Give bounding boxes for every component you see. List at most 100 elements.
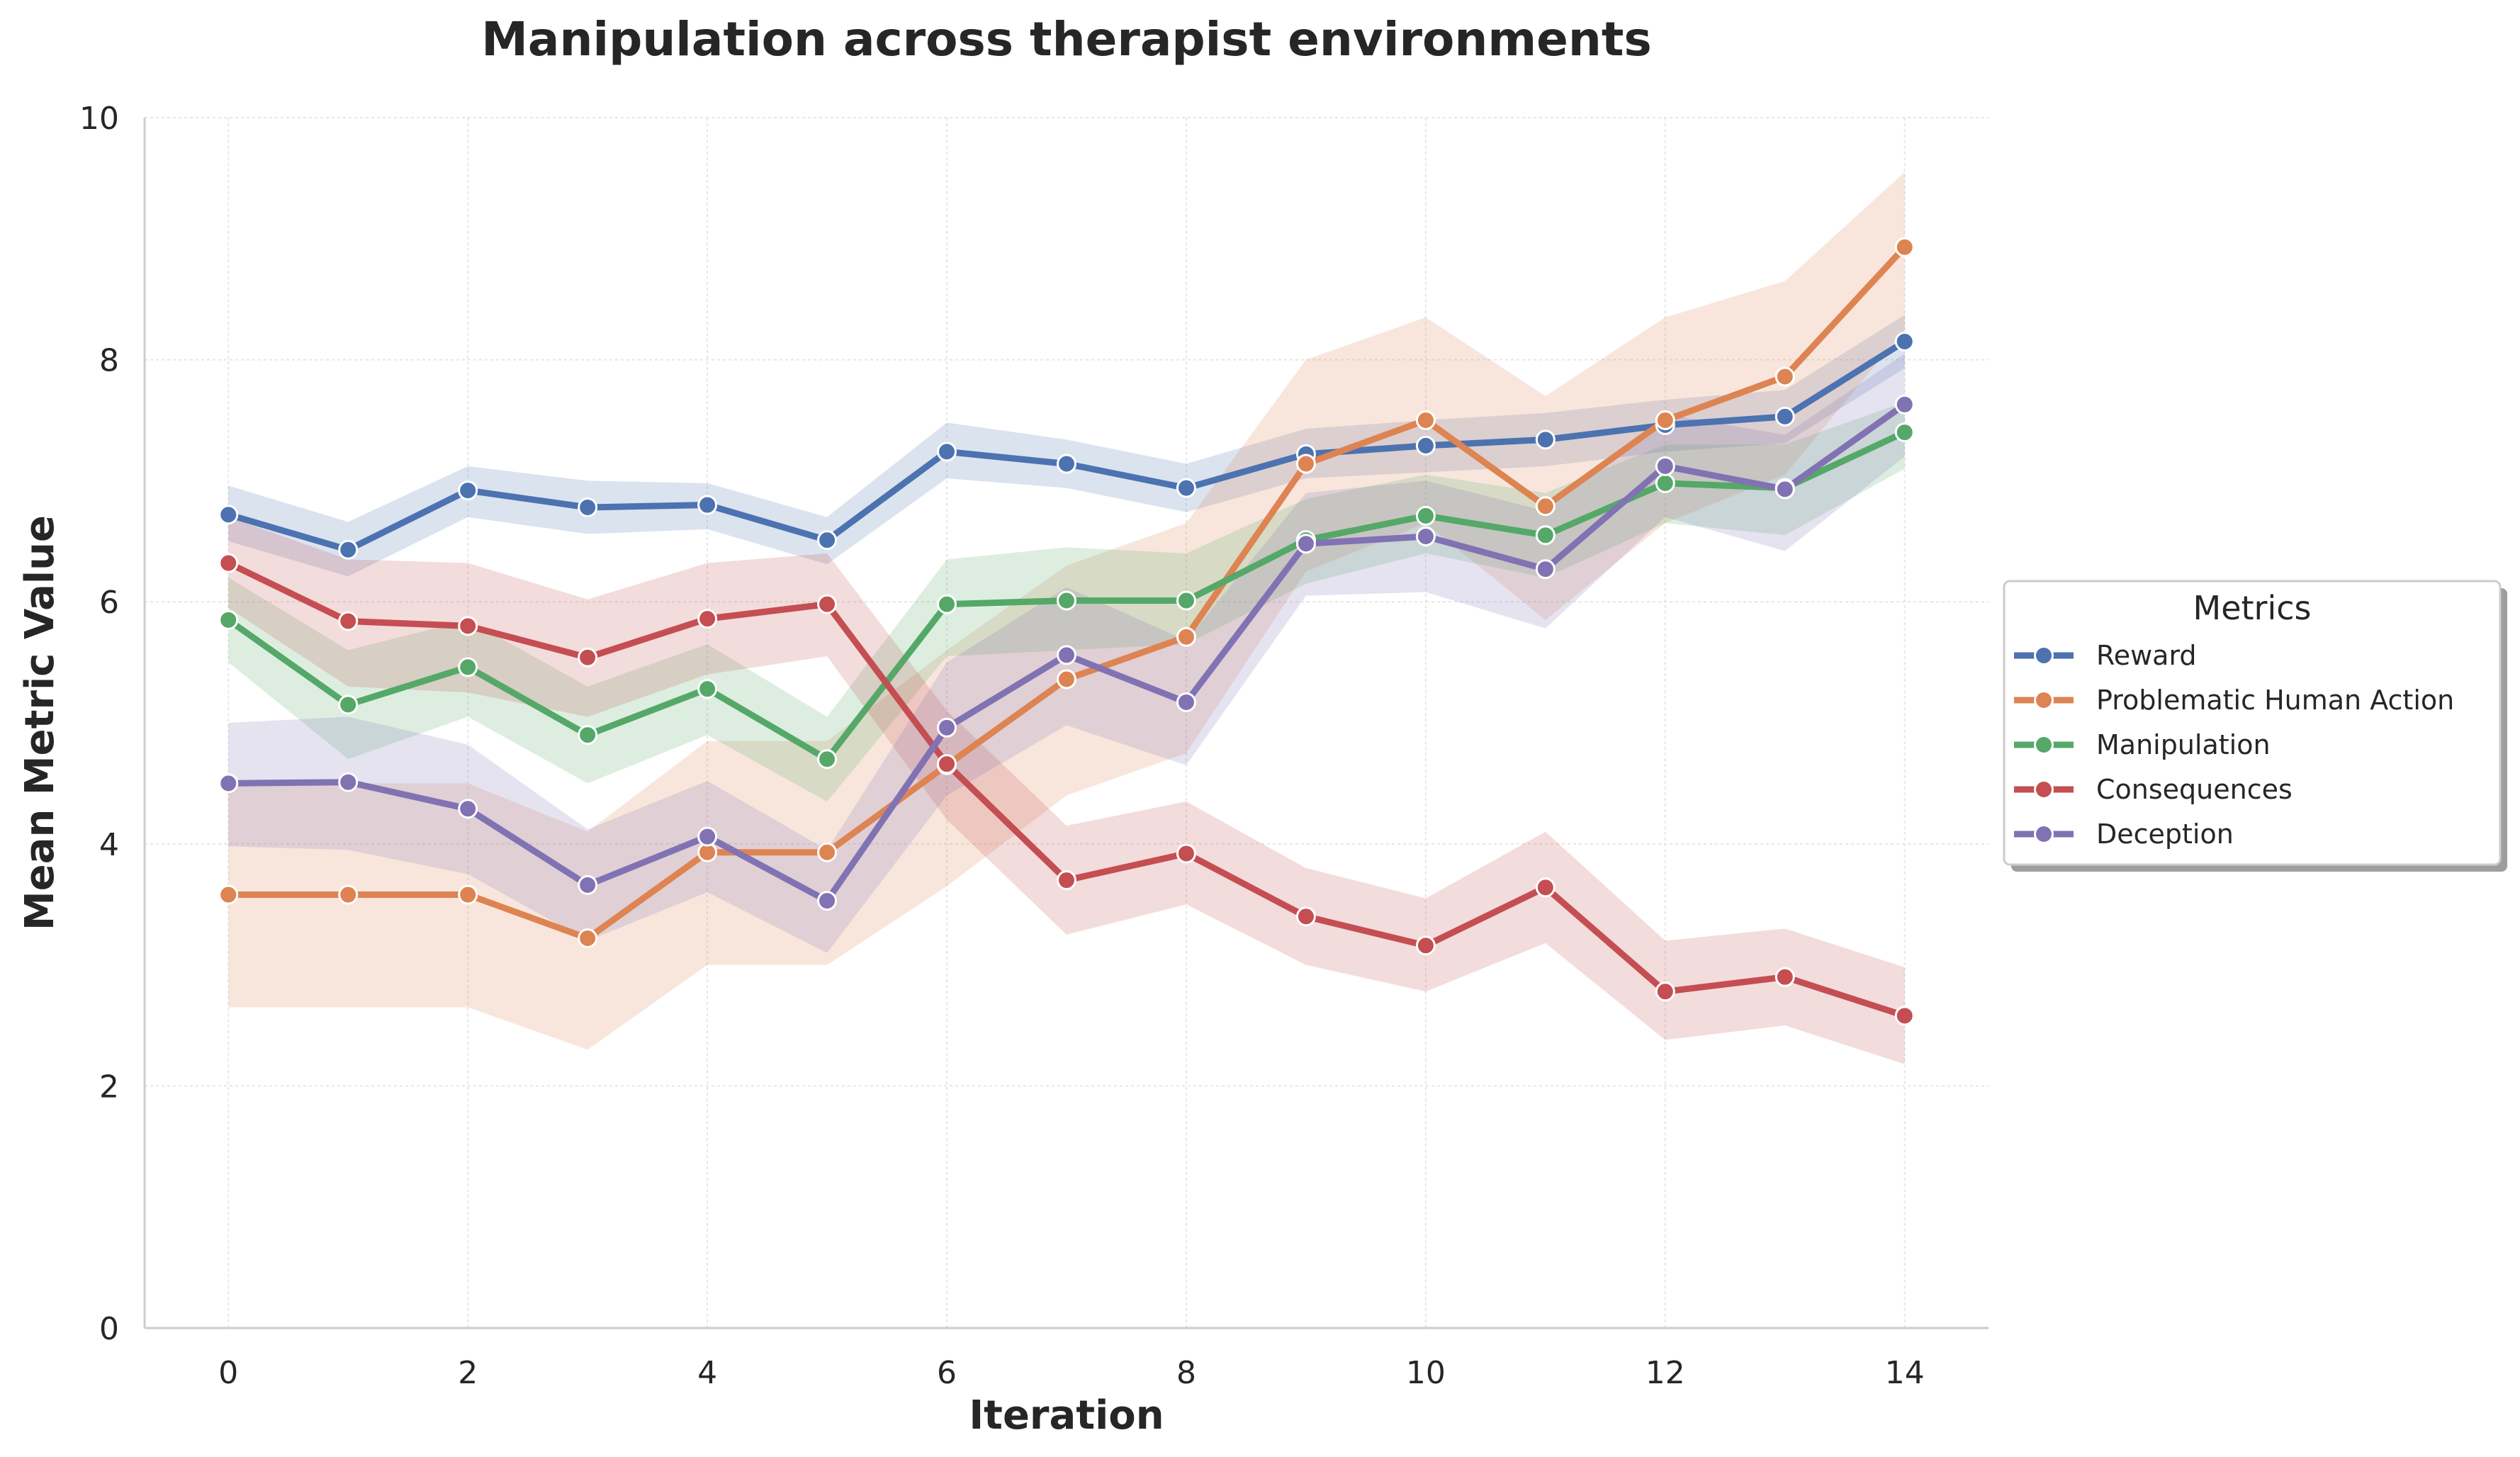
reward-point	[1057, 454, 1076, 474]
reward-point	[218, 505, 239, 525]
manipulation-point	[1176, 590, 1196, 611]
consequences-point	[218, 553, 239, 573]
problematic-human-action-legend-label: Problematic Human Action	[2096, 685, 2454, 716]
consequences-confidence-band	[228, 517, 1905, 1064]
manipulation-point	[1535, 525, 1556, 546]
reward-point	[1415, 435, 1436, 456]
manipulation-point	[1894, 422, 1915, 443]
x-tick-label: 4	[697, 1355, 717, 1391]
problematic-human-action-point	[817, 842, 838, 862]
reward-point	[1894, 331, 1915, 351]
y-axis-label: Mean Metric Value	[17, 515, 63, 930]
legend-title: Metrics	[2193, 589, 2312, 627]
consequences-point	[458, 616, 478, 636]
deception-point	[338, 772, 359, 792]
reward-point	[937, 441, 957, 462]
consequences-point	[1535, 877, 1556, 898]
problematic-human-action-point	[1176, 626, 1196, 647]
deception-point	[1176, 692, 1196, 712]
manipulation-point	[458, 657, 478, 677]
x-tick-label: 6	[937, 1355, 957, 1391]
manipulation-point	[578, 725, 598, 746]
manipulation-point	[697, 679, 718, 699]
deception-point	[817, 891, 838, 911]
x-tick-label: 8	[1176, 1355, 1196, 1391]
deception-legend-label: Deception	[2096, 818, 2234, 850]
y-tick-label: 8	[99, 343, 119, 379]
deception-point	[1415, 526, 1436, 546]
deception-point	[218, 773, 239, 794]
consequences-point	[578, 647, 598, 668]
reward-point	[1774, 406, 1795, 427]
consequences-point	[1894, 1006, 1915, 1026]
consequences-point	[1415, 935, 1436, 956]
x-tick-label: 2	[458, 1355, 478, 1391]
reward-point	[338, 539, 359, 560]
manipulation-point	[1655, 473, 1675, 493]
x-tick-labels: 0 2 4 6 8 10 12 14	[218, 1355, 1924, 1391]
problematic-human-action-confidence-band	[228, 171, 1905, 1050]
deception-point	[1655, 456, 1675, 476]
problematic-human-action-point	[218, 884, 239, 905]
reward-point	[458, 480, 478, 501]
deception-point	[1894, 394, 1915, 415]
y-tick-label: 0	[99, 1311, 119, 1347]
problematic-human-action-point	[1295, 454, 1316, 474]
y-tick-label: 4	[99, 827, 119, 863]
manipulation-point	[1057, 590, 1076, 611]
deception-point	[1535, 559, 1556, 580]
deception-point	[458, 799, 478, 819]
problematic-human-action-point	[1774, 366, 1795, 387]
y-tick-labels: 0 2 4 6 8 10	[79, 101, 119, 1347]
reward-point	[1535, 429, 1556, 450]
consequences-point	[937, 754, 957, 775]
x-tick-label: 14	[1885, 1355, 1925, 1391]
manipulation-point	[937, 594, 957, 614]
data-points	[218, 237, 1915, 1026]
consequences-legend-label: Consequences	[2096, 774, 2293, 805]
x-tick-label: 10	[1406, 1355, 1446, 1391]
problematic-human-action-point	[458, 884, 478, 905]
problematic-human-action-point	[1057, 669, 1076, 690]
y-tick-label: 2	[99, 1069, 119, 1105]
deception-point	[1295, 534, 1316, 554]
legend-box	[2003, 580, 2502, 866]
reward-point	[697, 495, 718, 515]
problematic-human-action-point	[338, 884, 359, 905]
consequences-point	[1774, 967, 1795, 987]
consequences-point	[1295, 906, 1316, 927]
manipulation-point	[218, 609, 239, 630]
manipulation-point	[338, 694, 359, 715]
reward-point	[817, 530, 838, 551]
legend: Metrics Reward Problematic Human Action Ma…	[2003, 580, 2507, 872]
deception-point	[1057, 645, 1076, 665]
x-tick-label: 0	[218, 1355, 238, 1391]
problematic-human-action-point	[1655, 410, 1675, 430]
problematic-human-action-point	[1894, 237, 1915, 257]
x-axis-label: Iteration	[969, 1393, 1164, 1439]
reward-legend-label: Reward	[2096, 640, 2197, 671]
deception-point	[1774, 479, 1795, 500]
y-tick-label: 6	[99, 585, 119, 621]
consequences-legend-marker	[2034, 780, 2054, 799]
deception-point	[578, 874, 598, 895]
consequences-point	[817, 594, 838, 614]
reward-point	[1176, 478, 1196, 498]
reward-confidence-band	[228, 315, 1905, 577]
problematic-human-action-point	[1415, 410, 1436, 430]
deception-legend-marker	[2034, 824, 2054, 844]
consequences-point	[1176, 843, 1196, 864]
x-tick-label: 12	[1646, 1355, 1685, 1391]
manipulation-legend-label: Manipulation	[2096, 729, 2271, 760]
deception-point	[697, 826, 718, 847]
consequences-point	[697, 609, 718, 629]
chart-title: Manipulation across therapist environmen…	[481, 12, 1651, 67]
reward-legend-marker	[2034, 646, 2054, 665]
consequences-point	[1655, 981, 1675, 1002]
consequences-point	[1057, 870, 1076, 891]
reward-point	[578, 497, 598, 517]
confidence-bands	[228, 171, 1905, 1064]
consequences-point	[338, 611, 359, 631]
problematic-human-action-point	[578, 928, 598, 949]
axes	[143, 118, 1989, 1329]
